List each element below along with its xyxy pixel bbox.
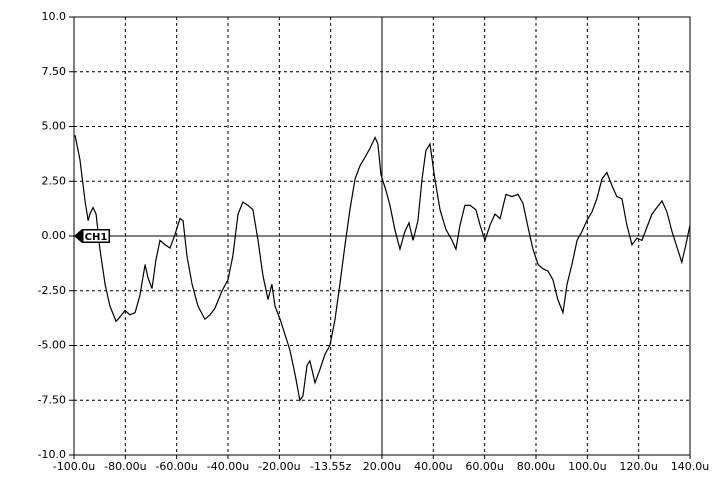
y-tick-label: -5.00 <box>38 339 66 352</box>
channel-marker: CH1 <box>74 229 110 243</box>
x-tick-label: -80.00u <box>104 460 146 473</box>
x-tick-label: 100.0u <box>568 460 606 473</box>
y-tick-label: -7.50 <box>38 393 66 406</box>
trace <box>74 135 691 402</box>
x-tick-label: -40.00u <box>207 460 249 473</box>
y-tick-label: 10.0 <box>42 10 67 23</box>
y-tick-label: -10.0 <box>38 448 66 461</box>
x-tick-label: -20.00u <box>258 460 300 473</box>
y-tick-label: -2.50 <box>38 284 66 297</box>
y-tick-label: 7.50 <box>42 65 67 78</box>
x-tick-label: 80.00u <box>517 460 555 473</box>
y-tick-label: 0.00 <box>42 229 67 242</box>
x-tick-label: 140.0u <box>671 460 709 473</box>
x-tick-label: 40.00u <box>414 460 452 473</box>
x-tick-label: -13.55z <box>310 460 351 473</box>
y-tick-label: 2.50 <box>42 174 67 187</box>
x-tick-label: -100.0u <box>53 460 95 473</box>
x-tick-label: 120.0u <box>619 460 657 473</box>
channel-label: CH1 <box>85 232 108 243</box>
marker-box-inner <box>82 229 110 243</box>
x-tick-label: 60.00u <box>465 460 503 473</box>
x-tick-label: -60.00u <box>155 460 197 473</box>
y-tick-label: 5.00 <box>42 120 67 133</box>
x-tick-label: 20.00u <box>363 460 401 473</box>
marker-arrow <box>74 229 82 243</box>
